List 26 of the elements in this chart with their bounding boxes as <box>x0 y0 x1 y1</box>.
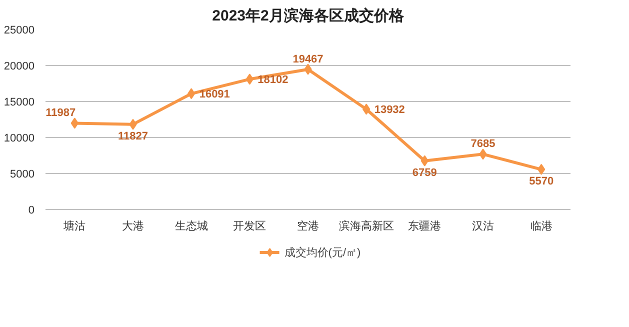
x-tick-label: 东疆港 <box>408 220 442 232</box>
data-label: 13932 <box>374 104 405 116</box>
data-label: 7685 <box>470 138 496 150</box>
legend-label: 成交均价(元/㎡) <box>284 246 361 260</box>
y-tick-label: 10000 <box>4 132 35 144</box>
data-label: 6759 <box>412 166 437 179</box>
x-tick-label: 滨海高新区 <box>338 220 394 232</box>
x-tick-label: 开发区 <box>233 220 266 232</box>
data-label: 11827 <box>118 130 148 142</box>
x-tick-label: 空港 <box>297 220 319 232</box>
x-tick-label: 临港 <box>530 220 552 232</box>
data-label: 16091 <box>199 88 230 101</box>
data-label: 5570 <box>529 175 554 188</box>
y-tick-label: 15000 <box>4 96 35 108</box>
x-tick-label: 大港 <box>122 220 144 232</box>
chart-title: 2023年2月滨海各区成交价格 <box>212 6 405 24</box>
data-label: 11987 <box>46 107 76 120</box>
y-tick-label: 5000 <box>10 168 35 180</box>
x-tick-label: 生态城 <box>174 220 208 232</box>
data-label: 18102 <box>258 74 288 86</box>
x-tick-label: 汉沽 <box>472 220 494 232</box>
y-tick-label: 0 <box>28 204 35 216</box>
x-tick-label: 塘沽 <box>62 220 86 232</box>
y-tick-label: 20000 <box>4 60 35 72</box>
y-tick-label: 25000 <box>4 24 35 36</box>
data-label: 19467 <box>292 53 324 66</box>
